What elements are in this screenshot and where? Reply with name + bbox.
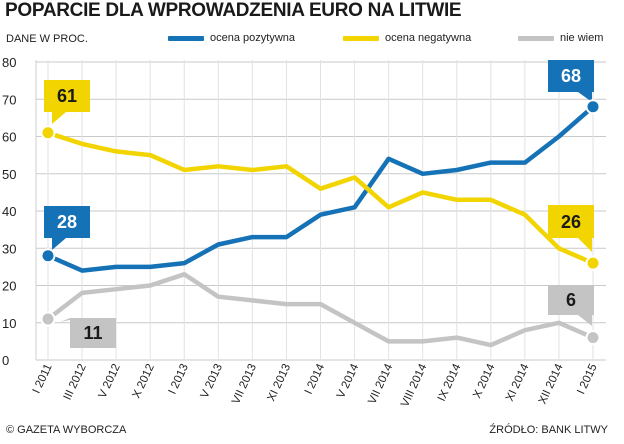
callout-label-negatywna-16: 26 <box>561 212 581 232</box>
x-tick-label-11: VIII 2014 <box>399 362 430 409</box>
x-tick-label-13: X 2014 <box>471 362 498 401</box>
x-tick-label-3: X 2012 <box>131 362 157 400</box>
y-tick-label-20: 20 <box>2 279 16 294</box>
legend-swatch-negatywna <box>343 35 379 41</box>
y-tick-label-60: 60 <box>2 130 16 145</box>
legend-item-pozytywna: ocena pozytywna <box>168 32 295 44</box>
callout-box-nie_wiem-16 <box>548 285 594 315</box>
callout-tail-pozytywna-0 <box>52 238 66 250</box>
y-tick-label-70: 70 <box>2 92 16 107</box>
legend-swatch-pozytywna <box>168 35 204 41</box>
legend-label-pozytywna: ocena pozytywna <box>210 32 295 44</box>
callout-label-pozytywna-16: 68 <box>561 66 581 86</box>
legend-label-nie-wiem: nie wiem <box>560 32 604 44</box>
callout-label-pozytywna-0: 28 <box>57 212 77 232</box>
callout-label-nie_wiem-16: 6 <box>566 290 576 310</box>
callout-tail-nie_wiem-16 <box>578 315 592 326</box>
callout-box-negatywna-0 <box>44 80 90 112</box>
footer-source-left: © GAZETA WYBORCZA <box>6 424 127 436</box>
legend-item-nie-wiem: nie wiem <box>518 32 603 44</box>
x-tick-label-7: XI 2013 <box>266 362 294 403</box>
legend-label-negatywna: ocena negatywna <box>385 32 472 44</box>
legend-item-negatywna: ocena negatywna <box>343 32 471 44</box>
data-point-pozytywna-16 <box>585 99 601 115</box>
callout-label-nie_wiem-0: 11 <box>83 323 102 343</box>
x-tick-label-8: I 2014 <box>303 362 328 397</box>
legend-swatch-nie-wiem <box>518 35 554 41</box>
callout-tail-negatywna-16 <box>578 238 592 252</box>
callout-box-pozytywna-0 <box>44 206 90 238</box>
y-tick-label-80: 80 <box>2 55 16 70</box>
series-line-pozytywna <box>45 104 596 273</box>
data-point-nie_wiem-0 <box>40 311 56 327</box>
series-line-negatywna <box>45 130 596 266</box>
y-tick-label-10: 10 <box>2 316 16 331</box>
series-line-nie_wiem <box>45 272 596 348</box>
data-point-pozytywna-0 <box>40 248 56 264</box>
x-tick-label-16: I 2015 <box>575 362 599 396</box>
chart-title: POPARCIE DLA WPROWADZENIA EURO NA LITWIE <box>5 0 462 21</box>
data-point-negatywna-0 <box>40 125 56 141</box>
callout-tail-pozytywna-16 <box>578 92 592 102</box>
callout-box-pozytywna-16 <box>548 60 594 92</box>
x-tick-label-0: I 2011 <box>31 362 55 395</box>
callout-tail-nie_wiem-0 <box>60 318 80 322</box>
y-tick-label-30: 30 <box>2 241 16 256</box>
callout-tail-negatywna-0 <box>52 112 66 124</box>
x-tick-label-6: VII 2013 <box>230 362 259 406</box>
y-tick-label-0: 0 <box>2 353 9 368</box>
callout-label-negatywna-0: 61 <box>57 86 77 106</box>
x-tick-label-9: V 2014 <box>335 362 362 401</box>
y-tick-label-50: 50 <box>2 167 16 182</box>
x-tick-label-5: V 2013 <box>199 362 225 400</box>
x-tick-label-2: V 2012 <box>97 362 123 400</box>
y-tick-label-40: 40 <box>2 204 16 219</box>
footer-source-right: ŹRÓDŁO: BANK LITWY <box>489 424 608 436</box>
chart-subtitle: DANE W PROC. <box>6 33 88 45</box>
x-tick-label-12: IX 2014 <box>436 362 464 404</box>
callout-box-nie_wiem-0 <box>70 318 116 348</box>
x-tick-label-15: XII 2014 <box>537 362 566 406</box>
x-tick-label-4: I 2013 <box>167 362 191 396</box>
data-point-nie_wiem-16 <box>585 330 601 346</box>
callout-box-negatywna-16 <box>548 205 594 238</box>
x-tick-label-14: XI 2014 <box>504 362 532 404</box>
x-tick-label-10: VII 2014 <box>366 362 395 406</box>
data-point-negatywna-16 <box>585 255 601 271</box>
x-tick-label-1: III 2012 <box>62 362 89 402</box>
